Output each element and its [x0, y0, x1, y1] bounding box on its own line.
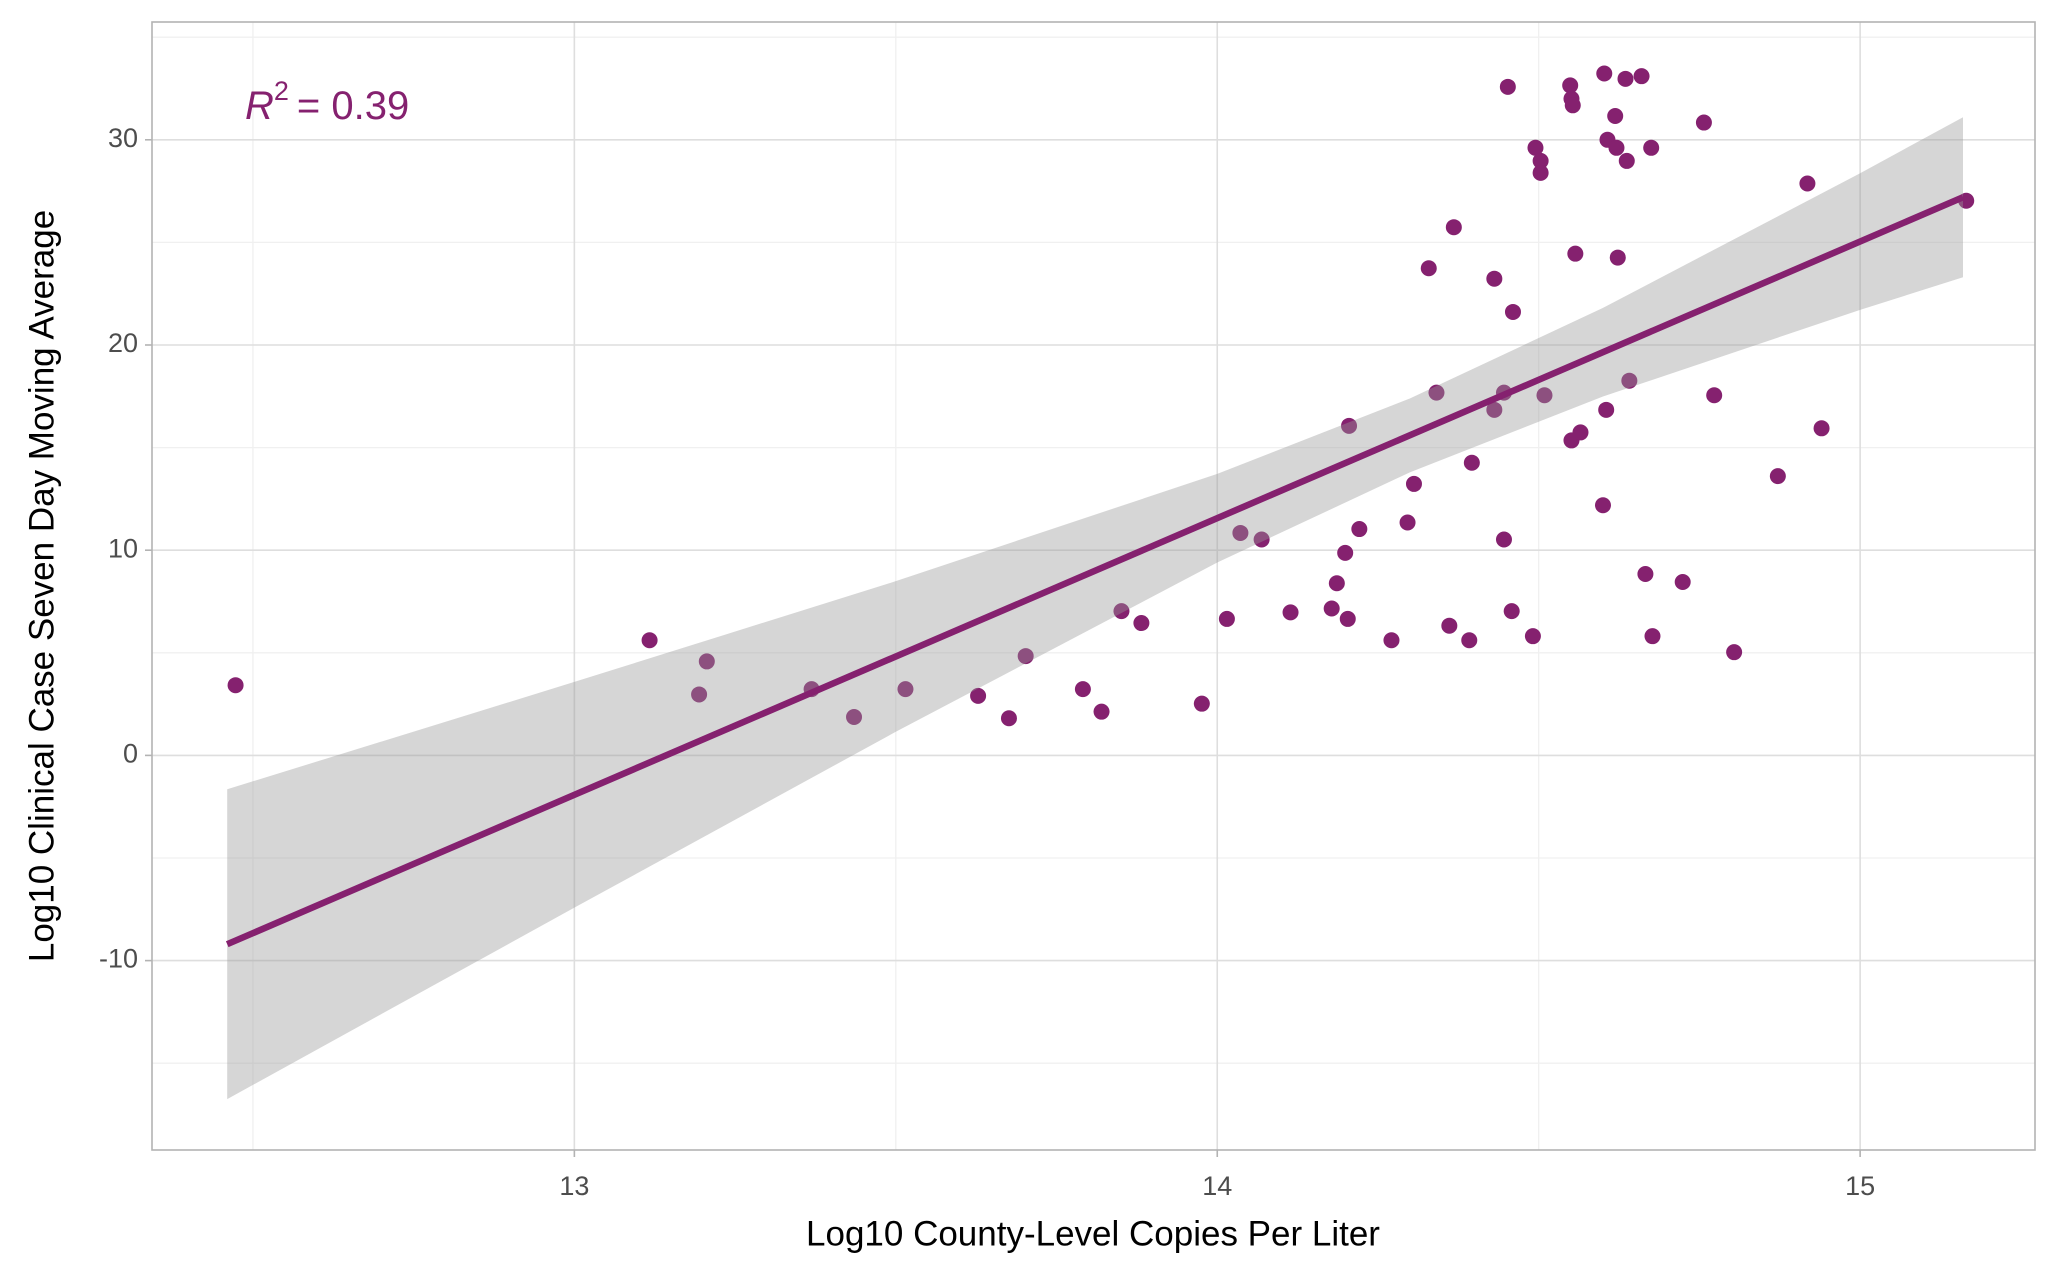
point: [227, 677, 244, 694]
point: [1644, 628, 1661, 645]
point: [1607, 107, 1624, 124]
point: [1572, 424, 1589, 441]
point: [1093, 703, 1110, 720]
point: [1598, 401, 1615, 418]
point: [1609, 249, 1626, 266]
x-tick-label: 14: [1202, 1171, 1232, 1201]
point: [1618, 152, 1635, 169]
point: [1617, 70, 1634, 87]
r-squared-annotation: R2 = 0.39: [245, 76, 409, 127]
y-tick-label: 0: [123, 739, 138, 769]
point: [1503, 603, 1520, 620]
point: [1643, 139, 1660, 156]
x-axis-title: Log10 County-Level Copies Per Liter: [806, 1214, 1380, 1253]
point: [1594, 497, 1611, 514]
point: [1282, 604, 1299, 621]
point: [1351, 521, 1368, 538]
point: [691, 686, 708, 703]
point: [1706, 387, 1723, 404]
annotation-exponent: 2: [274, 76, 289, 106]
point: [897, 681, 914, 698]
point: [1486, 401, 1503, 418]
point: [1461, 632, 1478, 649]
point: [1341, 417, 1358, 434]
point: [846, 709, 863, 726]
point: [1695, 114, 1712, 131]
point: [1339, 610, 1356, 627]
y-tick-label: 20: [108, 328, 138, 358]
point: [1524, 628, 1541, 645]
point: [1596, 65, 1613, 82]
point: [1428, 384, 1445, 401]
point: [1323, 600, 1340, 617]
point: [1337, 544, 1354, 561]
point: [1445, 219, 1462, 236]
point: [641, 632, 658, 649]
x-tick-label: 13: [559, 1171, 589, 1201]
annotation-text: = 0.39: [297, 84, 409, 128]
point: [1799, 175, 1816, 192]
point: [1769, 468, 1786, 485]
plot-area: [152, 22, 2035, 1150]
point: [1562, 77, 1579, 94]
point: [1813, 420, 1830, 437]
y-tick-label: -10: [99, 944, 138, 974]
point: [970, 687, 987, 704]
point: [1383, 632, 1400, 649]
confidence-band: [227, 117, 1963, 1100]
x-tick-label: 15: [1845, 1171, 1875, 1201]
point: [1218, 610, 1235, 627]
point: [1000, 710, 1017, 727]
panel-border: [151, 21, 2036, 1151]
point: [1399, 514, 1416, 531]
point: [1504, 303, 1521, 320]
point: [1017, 648, 1034, 665]
point: [1441, 617, 1458, 634]
point: [1637, 565, 1654, 582]
point: [1499, 78, 1516, 95]
point: [1674, 573, 1691, 590]
y-tick-label: 30: [108, 123, 138, 153]
point: [1328, 575, 1345, 592]
point: [1074, 681, 1091, 698]
point: [1608, 139, 1625, 156]
point: [1495, 531, 1512, 548]
point: [1532, 164, 1549, 181]
point: [1621, 372, 1638, 389]
point: [1726, 644, 1743, 661]
point: [698, 653, 715, 670]
point: [1527, 139, 1544, 156]
y-axis-title: Log10 Clinical Case Seven Day Moving Ave…: [22, 210, 61, 962]
point: [1193, 695, 1210, 712]
point: [1463, 454, 1480, 471]
point: [1486, 270, 1503, 287]
point: [1133, 615, 1150, 632]
regression-line: [225, 194, 1965, 948]
point: [1420, 260, 1437, 277]
y-tick-label: 10: [108, 533, 138, 563]
point: [1532, 152, 1549, 169]
point: [1567, 245, 1584, 262]
point: [1405, 475, 1422, 492]
point: [1564, 97, 1581, 114]
point: [1253, 531, 1270, 548]
point: [1633, 68, 1650, 85]
annotation-variable: R: [245, 84, 274, 128]
point: [1232, 524, 1249, 541]
point: [1113, 603, 1130, 620]
point: [1536, 387, 1553, 404]
